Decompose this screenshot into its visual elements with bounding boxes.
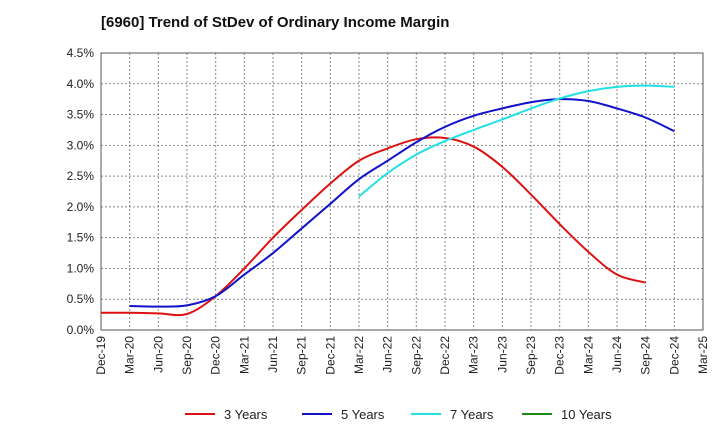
x-tick-label: Dec-24 [667,336,681,375]
x-tick-label: Dec-20 [209,336,223,375]
plot-area [101,53,703,330]
x-tick-label: Jun-21 [266,336,280,373]
series-line-2 [129,98,675,308]
x-tick-label: Mar-20 [123,336,137,374]
x-tick-label: Dec-19 [94,336,108,375]
y-tick-label: 3.0% [67,138,95,152]
legend-label-2: 5 Years [341,407,385,422]
y-tick-label: 1.5% [67,231,95,245]
x-tick-label: Sep-20 [180,336,194,375]
x-tick-label: Mar-21 [237,336,251,374]
x-tick-label: Mar-22 [352,336,366,374]
x-tick-label: Jun-22 [381,336,395,373]
y-tick-label: 4.5% [67,46,95,60]
y-tick-label: 2.5% [67,169,95,183]
legend-label-1: 3 Years [224,407,268,422]
x-tick-label: Jun-23 [495,336,509,373]
x-tick-label: Dec-21 [323,336,337,375]
x-tick-label: Dec-23 [553,336,567,375]
x-tick-label: Mar-23 [467,336,481,374]
x-tick-label: Sep-21 [295,336,309,375]
y-tick-label: 2.0% [67,200,95,214]
x-tick-label: Jun-20 [151,336,165,373]
x-tick-label: Jun-24 [610,336,624,373]
y-tick-label: 3.5% [67,108,95,122]
y-tick-label: 4.0% [67,77,95,91]
x-tick-label: Sep-22 [409,336,423,375]
x-tick-label: Mar-24 [581,336,595,374]
x-tick-label: Sep-23 [524,336,538,375]
y-tick-label: 1.0% [67,261,95,275]
plot-border [100,52,704,331]
series-line-1 [100,136,646,317]
legend-label-4: 10 Years [561,407,612,422]
chart-title: [6960] Trend of StDev of Ordinary Income… [101,14,450,31]
series-line-3 [358,84,675,198]
y-tick-label: 0.0% [67,323,95,337]
y-tick-label: 0.5% [67,292,95,306]
x-tick-label: Dec-22 [438,336,452,375]
x-tick-label: Mar-25 [696,336,710,374]
legend-label-3: 7 Years [450,407,494,422]
x-tick-label: Sep-24 [639,336,653,375]
